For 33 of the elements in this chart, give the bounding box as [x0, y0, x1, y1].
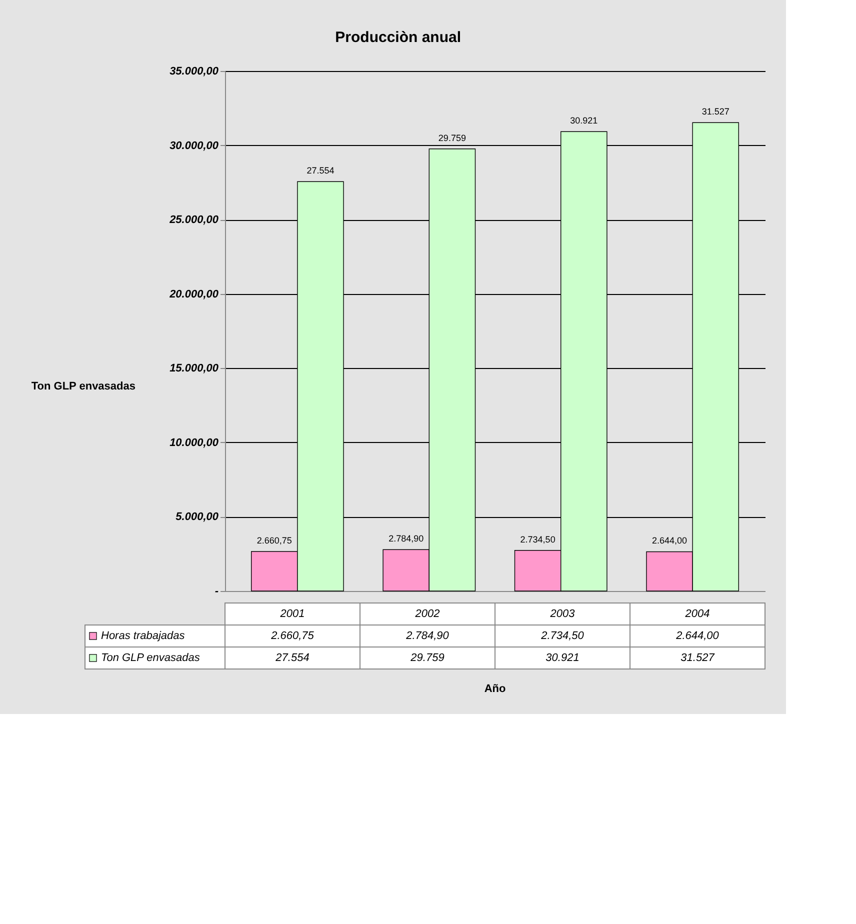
y-tick-label: 30.000,00: [170, 140, 220, 152]
text: 27.554: [306, 166, 334, 176]
x-tick-label: 2003: [549, 608, 576, 620]
text: 29.759: [438, 132, 466, 143]
y-tick-label: -: [214, 586, 219, 598]
legend-label: Ton GLP envasadas: [101, 652, 200, 664]
data-label: 29.759: [410, 652, 444, 664]
data-label: 2.660,75: [270, 630, 315, 642]
data-label: 27.554: [274, 652, 310, 664]
legend-label: Horas trabajadas: [101, 630, 186, 642]
text: 31.527: [702, 106, 730, 117]
y-tick-label: 25.000,00: [168, 214, 220, 226]
chart-title: Producciòn anual: [335, 29, 462, 46]
x-tick-label: 2001: [279, 608, 305, 620]
data-label: 31.527: [680, 652, 716, 664]
text: 30.921: [570, 116, 598, 126]
text: 2.784,90: [388, 534, 424, 544]
x-tick-label: 2004: [684, 608, 710, 620]
data-label: 2.734,50: [540, 630, 585, 642]
data-label: 2.644,00: [675, 630, 720, 642]
y-tick-label: 35.000,00: [170, 66, 220, 78]
data-label: 30.921: [546, 652, 580, 664]
data-label: 2.784,90: [405, 630, 450, 642]
y-tick-label: 10.000,00: [170, 436, 220, 449]
y-tick-label: 15.000,00: [170, 362, 220, 375]
y-axis-title: Ton GLP envasadas: [31, 380, 136, 392]
text: 2.660,75: [256, 535, 292, 546]
y-tick-label: 20.000,00: [168, 288, 220, 300]
text: 2.644,00: [652, 536, 688, 546]
text: 2.734,50: [520, 534, 556, 544]
y-tick-label: 5.000,00: [176, 511, 220, 524]
text: Año: [484, 683, 506, 695]
x-tick-label: 2002: [414, 608, 440, 620]
